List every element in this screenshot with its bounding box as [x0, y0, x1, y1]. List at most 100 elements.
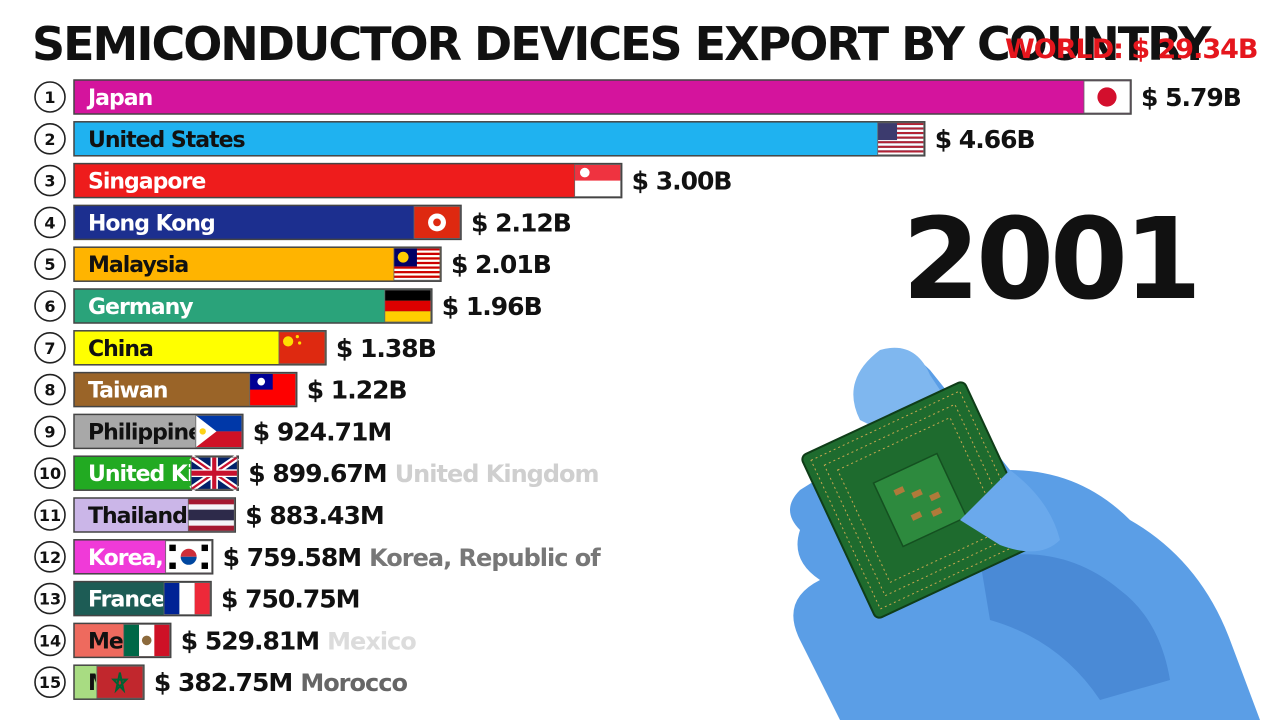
value-label: $ 1.96B: [442, 292, 542, 321]
rank-number: 4: [44, 213, 55, 232]
bar-label: Germany: [88, 295, 193, 320]
value-label: $ 2.12B: [471, 208, 571, 237]
bar-label: United States: [88, 128, 246, 153]
bar: [73, 204, 462, 241]
bar-label: Philippines: [88, 420, 215, 445]
rank-badge: [34, 499, 66, 531]
glove-finger-shadow: [980, 554, 1170, 700]
flag-icon: [413, 205, 461, 239]
value-label: $ 529.81M: [181, 626, 319, 655]
country-side-label: United Kingdom: [395, 460, 599, 488]
rank-badge: [34, 81, 66, 113]
bar: [73, 288, 433, 324]
value-label: $ 924.71M: [253, 417, 391, 446]
bar-label: Thailand: [88, 504, 187, 529]
value-label: $ 4.66B: [935, 125, 1035, 154]
rank-number: 6: [44, 297, 55, 316]
rank-number: 2: [44, 130, 55, 149]
value-label: $ 883.43M: [245, 501, 383, 530]
country-side-label: Korea, Republic of: [369, 544, 601, 572]
bar-label: France: [88, 588, 165, 613]
country-side-label: Mexico: [327, 627, 416, 655]
rank-badge: [34, 373, 66, 406]
flag-icon: [123, 624, 171, 657]
rank-badge: [34, 540, 66, 573]
flag-icon: [384, 289, 432, 323]
rank-badge: [34, 415, 66, 448]
bar-label: Japan: [86, 86, 152, 111]
bars-group: 1 Japan $ 5.79B 2 United States $ 4.66B 3 Singa…: [34, 79, 1242, 700]
bar-label: Taiwan: [88, 379, 167, 404]
flag-icon: [195, 414, 243, 448]
bar-label: Malaysia: [88, 253, 188, 278]
flag-icon: [165, 540, 213, 574]
rank-number: 8: [44, 381, 55, 400]
flag-icon: [163, 582, 211, 615]
flag-icon: [96, 665, 144, 699]
flag-icon: [574, 164, 622, 198]
country-side-label: Morocco: [300, 669, 407, 697]
bar-row: 1 Japan $ 5.79B: [34, 79, 1242, 115]
rank-number: 5: [44, 255, 55, 274]
bar: [73, 79, 1132, 115]
bar-label: Mexico: [88, 629, 170, 654]
flag-icon: [393, 247, 441, 281]
rank-badge: [34, 666, 66, 699]
bar-label: Korea, Republic of: [88, 546, 299, 571]
bar-label: Morocco: [88, 671, 186, 696]
bar: [73, 162, 623, 199]
value-label: $ 750.75M: [221, 585, 359, 614]
glove-index-finger: [960, 470, 1060, 552]
rank-number: 11: [39, 506, 61, 525]
flag-icon: [249, 373, 297, 407]
rank-badge: [34, 457, 66, 490]
bar-row: 14 Mexico $ 529.81M Mexico: [34, 622, 417, 659]
rank-badge: [34, 582, 66, 615]
rank-badge: [34, 164, 66, 197]
bar-label: Singapore: [88, 170, 205, 195]
value-label: $ 2.01B: [451, 250, 551, 279]
world-total: WORLD: $ 29.34B: [1005, 34, 1259, 65]
rank-number: 7: [44, 339, 55, 358]
bar-row: 5 Malaysia $ 2.01B: [34, 246, 552, 282]
value-label: $ 1.38B: [336, 334, 436, 363]
bar-label: Hong Kong: [88, 211, 215, 236]
bar-row: 2 United States $ 4.66B: [34, 121, 1036, 157]
bar-row: 6 Germany $ 1.96B: [34, 288, 543, 324]
bar-label: United Kingdom: [88, 462, 274, 487]
value-label: $ 382.75M: [154, 668, 292, 697]
bar-row: 13 France $ 750.75M: [34, 580, 361, 617]
bar: [73, 246, 442, 282]
rank-number: 15: [39, 673, 61, 692]
hand-holding-chip-illustration: [790, 347, 1260, 720]
bar-row: 4 Hong Kong $ 2.12B: [34, 204, 572, 241]
value-label: $ 5.79B: [1141, 83, 1241, 112]
bar-row: 12 Korea, Republic of$ 759.58M Korea, Repu…: [34, 539, 602, 575]
bar-row: 8 Taiwan $ 1.22B: [34, 371, 408, 408]
value-label: $ 899.67M: [248, 459, 386, 488]
rank-badge: [34, 248, 66, 281]
bar-row: 7 China $ 1.38B: [34, 330, 437, 366]
value-label: $ 759.58M: [223, 543, 361, 572]
bar-label: China: [88, 337, 153, 362]
flag-icon: [187, 498, 235, 532]
year-label: 2001: [902, 195, 1202, 325]
rank-number: 1: [44, 88, 55, 107]
bar-row: 10 United Kingdom$ 899.67M United Kingdom: [34, 454, 600, 492]
bar-row: 3 Singapore $ 3.00B: [34, 162, 733, 199]
flag-icon: [278, 331, 326, 365]
rank-number: 14: [39, 631, 61, 650]
rank-badge: [34, 624, 66, 657]
bar-row: 11 Thailand $ 883.43M: [34, 497, 385, 533]
rank-number: 9: [44, 422, 55, 441]
value-label: $ 3.00B: [632, 167, 732, 196]
rank-badge: [34, 290, 66, 322]
value-label: $ 1.22B: [307, 376, 407, 405]
bar: [73, 121, 926, 157]
rank-number: 10: [39, 464, 61, 483]
rank-badge: [34, 206, 66, 239]
rank-number: 13: [39, 590, 61, 609]
cpu-die: [872, 452, 968, 548]
